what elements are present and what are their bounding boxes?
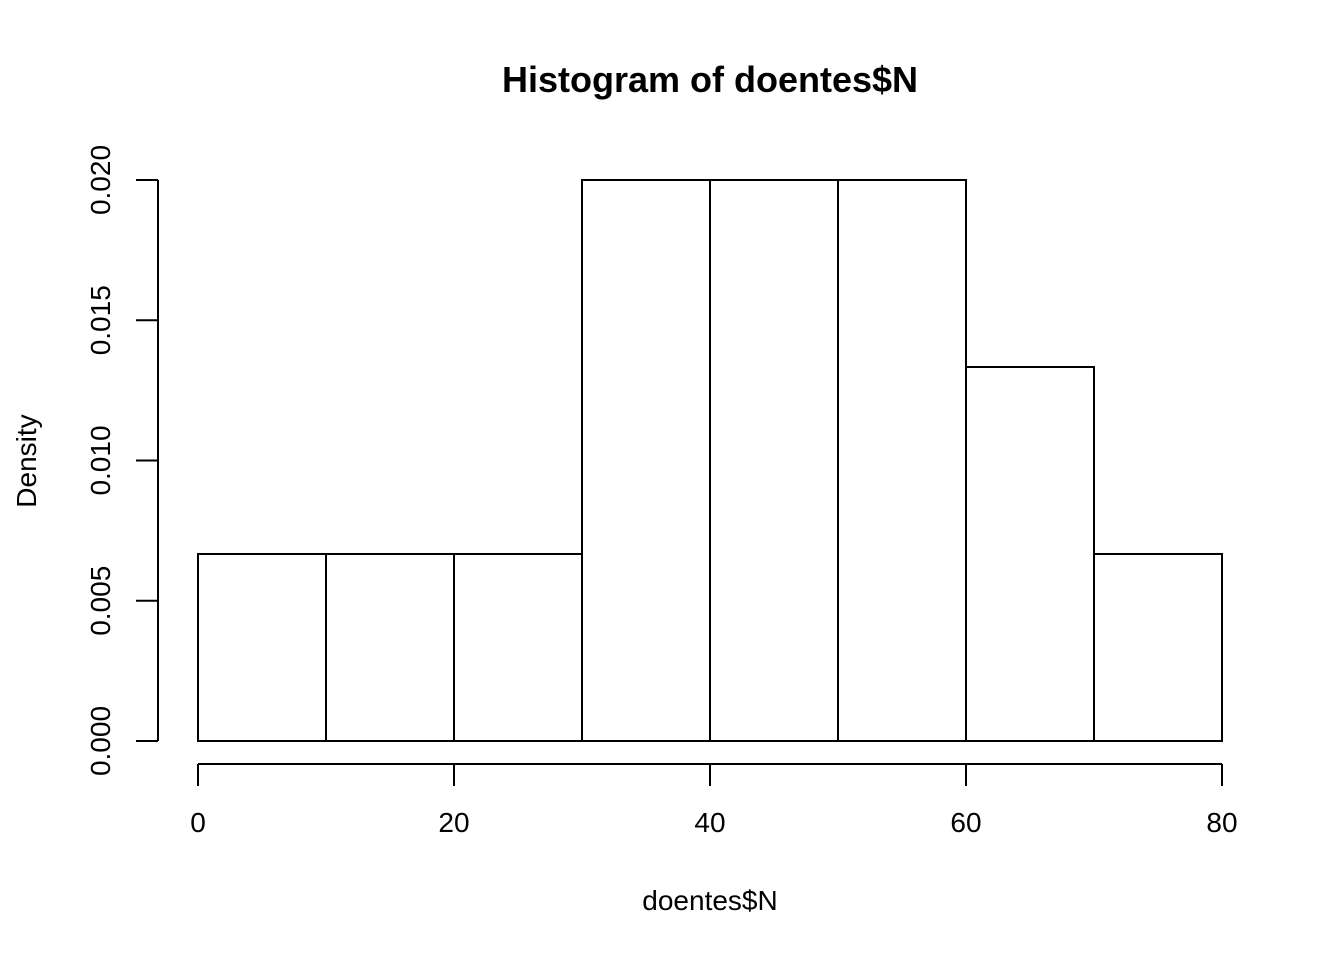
histogram-bar-7: [1093, 552, 1223, 743]
x-tick-label-4: 80: [1206, 807, 1237, 838]
x-axis-label: doentes$N: [642, 885, 777, 916]
histogram-bar-6: [965, 366, 1095, 742]
histogram-bar-0: [197, 552, 327, 743]
histogram-bar-1: [325, 552, 455, 743]
x-ticks: 0 20 40 60 80: [190, 764, 1238, 838]
y-tick-label-4: 0.020: [85, 145, 116, 215]
histogram-bar-4: [709, 179, 839, 742]
y-tick-label-0: 0.000: [85, 706, 116, 776]
x-tick-label-3: 60: [950, 807, 981, 838]
x-axis: 0 20 40 60 80: [190, 763, 1238, 838]
y-axis: 0.000 0.005 0.010 0.015 0.020: [85, 145, 159, 776]
x-tick-label-0: 0: [190, 807, 206, 838]
chart-title: Histogram of doentes$N: [502, 59, 918, 100]
x-tick-label-1: 20: [438, 807, 469, 838]
y-tick-label-1: 0.005: [85, 566, 116, 636]
histogram-bar-3: [581, 179, 711, 742]
histogram-bar-5: [837, 179, 967, 742]
histogram-bar-2: [453, 552, 583, 743]
y-ticks: 0.000 0.005 0.010 0.015 0.020: [85, 145, 158, 776]
y-tick-label-2: 0.010: [85, 425, 116, 495]
x-tick-label-2: 40: [694, 807, 725, 838]
y-tick-label-3: 0.015: [85, 285, 116, 355]
y-axis-label: Density: [11, 414, 42, 507]
histogram-bars: [197, 179, 1223, 743]
